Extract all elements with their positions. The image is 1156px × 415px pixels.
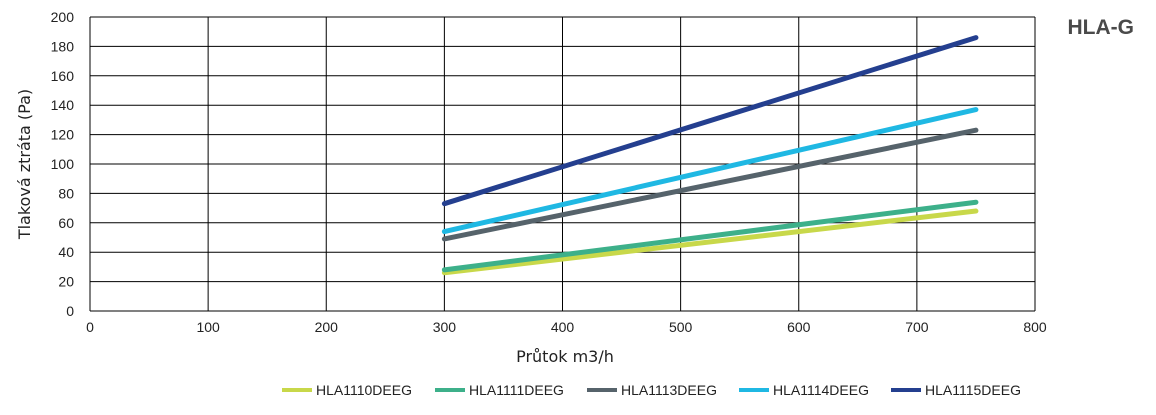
series-line-HLA1110DEEG xyxy=(441,208,979,276)
y-tick-label: 80 xyxy=(58,185,74,201)
x-axis-title: Průtok m3/h xyxy=(516,347,614,366)
x-tick-label: 500 xyxy=(669,319,693,335)
series-line-HLA1114DEEG xyxy=(441,107,979,235)
series-line-HLA1111DEEG xyxy=(441,199,979,273)
series-line-HLA1113DEEG xyxy=(441,127,979,242)
series-line-HLA1115DEEG xyxy=(441,35,979,207)
legend-label: HLA1114DEEG xyxy=(773,382,869,398)
x-axis-ticks: 0 100 200 300 400 500 600 700 800 xyxy=(86,319,1047,335)
x-tick-label: 700 xyxy=(905,319,929,335)
y-tick-label: 120 xyxy=(51,127,75,143)
legend: HLA1110DEEG HLA1111DEEG HLA1113DEEG HLA1114… xyxy=(282,382,1021,398)
x-tick-label: 800 xyxy=(1023,319,1047,335)
y-tick-label: 140 xyxy=(51,97,75,113)
y-tick-label: 200 xyxy=(51,9,75,25)
y-tick-label: 100 xyxy=(51,156,75,172)
x-tick-label: 0 xyxy=(86,319,94,335)
x-tick-label: 300 xyxy=(433,319,457,335)
x-tick-label: 400 xyxy=(551,319,575,335)
y-axis-title: Tlaková ztráta (Pa) xyxy=(15,89,34,240)
y-tick-label: 20 xyxy=(58,274,74,290)
x-tick-label: 600 xyxy=(787,319,811,335)
series-lines xyxy=(441,35,979,276)
legend-label: HLA1111DEEG xyxy=(469,382,564,398)
y-tick-label: 60 xyxy=(58,215,74,231)
x-tick-label: 200 xyxy=(315,319,339,335)
chart-badge: HLA-G xyxy=(1068,16,1135,39)
legend-label: HLA1115DEEG xyxy=(925,382,1021,398)
x-tick-label: 100 xyxy=(196,319,220,335)
y-tick-label: 40 xyxy=(58,244,74,260)
y-axis-ticks: 0 20 40 60 80 100 120 140 160 180 200 xyxy=(51,9,75,319)
legend-label: HLA1113DEEG xyxy=(621,382,717,398)
y-tick-label: 180 xyxy=(51,38,75,54)
y-tick-label: 160 xyxy=(51,68,75,84)
y-tick-label: 0 xyxy=(66,303,74,319)
legend-label: HLA1110DEEG xyxy=(316,382,412,398)
